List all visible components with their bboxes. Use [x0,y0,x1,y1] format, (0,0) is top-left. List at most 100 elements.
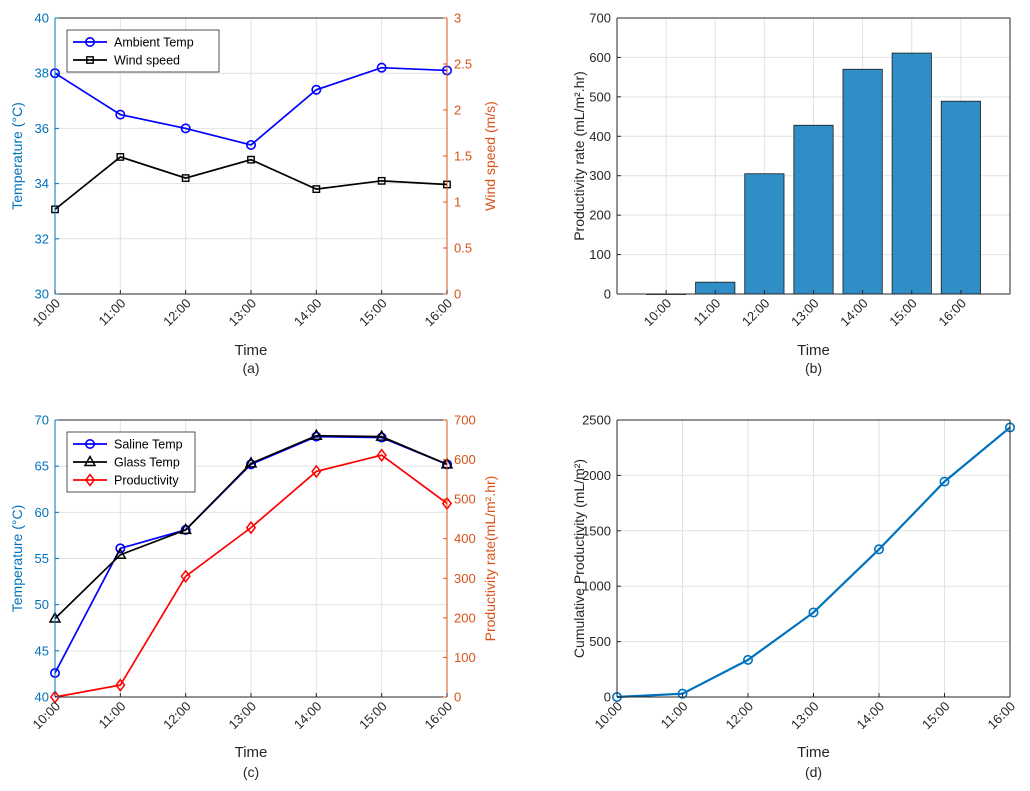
data-point [376,448,387,462]
bar-12:00 [744,173,785,295]
legend-marker [84,473,96,487]
x-tick-label: 12:00 [160,296,194,330]
x-tick-label: 11:00 [690,296,723,329]
data-point [939,476,950,487]
y-tick-label: 0 [604,690,611,705]
y-tick-label: 600 [589,50,611,65]
x-tick-label: 12:00 [739,296,773,330]
x-tick-label: 10:00 [592,699,626,733]
y-axis-label-left: Temperature (°C) [9,505,25,613]
x-tick-label: 16:00 [422,699,456,733]
panel-caption: (b) [805,360,822,376]
legend-label: Saline Temp [114,438,183,452]
data-point [247,155,255,164]
y-tick-label: 55 [35,551,49,566]
panel-caption: (d) [805,764,822,780]
y-axis-label-right: Wind speed (m/s) [482,101,498,211]
data-point [376,62,387,73]
x-tick-label: 16:00 [985,699,1019,733]
panel-d-cumulative-productivity: 0 500 1000 1500 2000 2500 10:00 11:00 12:00 13:00… [571,413,1018,781]
y-right-tick-label: 2.5 [454,57,472,72]
y-tick-label: 40 [35,690,49,705]
x-tick-label: 11:00 [658,699,691,732]
x-tick-label: 13:00 [226,296,260,330]
x-tick-label: 14:00 [291,699,325,733]
y-right-tick-label: 700 [454,413,476,428]
data-point [808,607,819,618]
series-line [54,155,448,211]
legend: Saline Temp Glass Temp Productivity [66,431,196,493]
data-point [311,464,322,479]
y-right-tick-label: 1 [454,195,461,210]
data-point [181,174,190,182]
data-point [245,520,257,535]
data-point [116,153,125,161]
y-tick-label: 2000 [582,468,611,483]
x-tick-label: 11:00 [96,699,129,732]
data-point [311,84,322,95]
legend-marker [85,438,96,449]
y-tick-label: 45 [35,643,49,658]
x-axis-label: Time [797,744,830,761]
bar-16:00 [940,100,981,295]
y-right-tick-label: 400 [454,531,476,546]
x-tick-label: 11:00 [96,296,129,329]
y-right-tick-label: 0 [454,287,461,302]
data-point [244,456,258,468]
x-axis-label: Time [797,342,830,359]
y-axis-label-left: Cumulative Productivity (mL/m²) [571,459,587,658]
y-right-tick-label: 0.5 [454,241,472,256]
data-point [180,569,191,584]
data-point [246,139,257,150]
x-tick-label: 14:00 [837,296,871,330]
x-tick-label: 13:00 [226,699,260,733]
y-right-tick-label: 100 [454,650,476,665]
y-right-tick-label: 1.5 [454,149,472,164]
legend-label: Wind speed [114,54,180,68]
y-tick-label: 0 [604,287,611,302]
x-tick-label: 15:00 [919,699,953,733]
y-tick-label: 300 [589,168,611,183]
y-right-tick-label: 0 [454,690,461,705]
panel-c-temps-productivity: 40455055606570010020030040050060070010:0… [9,413,498,781]
data-point [179,522,192,535]
y-tick-label: 2500 [582,413,611,428]
panel-b-productivity-bar: 0 100 200 300 400 500 600 700 10:00 11:00 12:00 13:… [571,11,1011,376]
y-tick-label: 500 [589,89,611,104]
x-tick-label: 13:00 [788,699,822,733]
y-right-tick-label: 2 [454,103,461,118]
x-tick-label: 16:00 [422,296,456,330]
y-tick-label: 36 [35,121,49,136]
y-tick-label: 700 [589,11,611,26]
x-axis-label: Time [235,342,268,359]
data-point [377,176,386,185]
x-tick-label: 15:00 [886,296,920,330]
data-point [49,690,61,704]
data-point [114,547,127,560]
y-tick-label: 400 [589,129,611,144]
series-productivity [49,448,453,704]
data-point [873,544,884,555]
y-tick-label: 100 [589,247,611,262]
y-tick-label: 32 [35,231,49,246]
x-tick-label: 15:00 [356,296,390,330]
y-tick-label: 1500 [582,523,611,538]
y-axis-label-right: Productivity rate(mL/m².hr) [482,476,498,642]
y-tick-label: 34 [35,176,49,191]
series-line [54,454,448,698]
y-right-tick-label: 600 [454,452,476,467]
y-right-tick-label: 300 [454,571,476,586]
data-point [742,654,753,665]
data-point [312,185,321,194]
legend-label: Ambient Temp [114,36,194,50]
bar-13:00 [793,124,834,295]
y-tick-label: 30 [35,287,49,302]
legend-marker [86,56,94,64]
data-point [310,428,323,440]
x-tick-label: 13:00 [788,296,822,330]
legend-marker [83,454,97,467]
y-tick-label: 70 [35,413,49,428]
bar-15:00 [891,52,932,295]
panel-caption: (a) [242,360,259,376]
